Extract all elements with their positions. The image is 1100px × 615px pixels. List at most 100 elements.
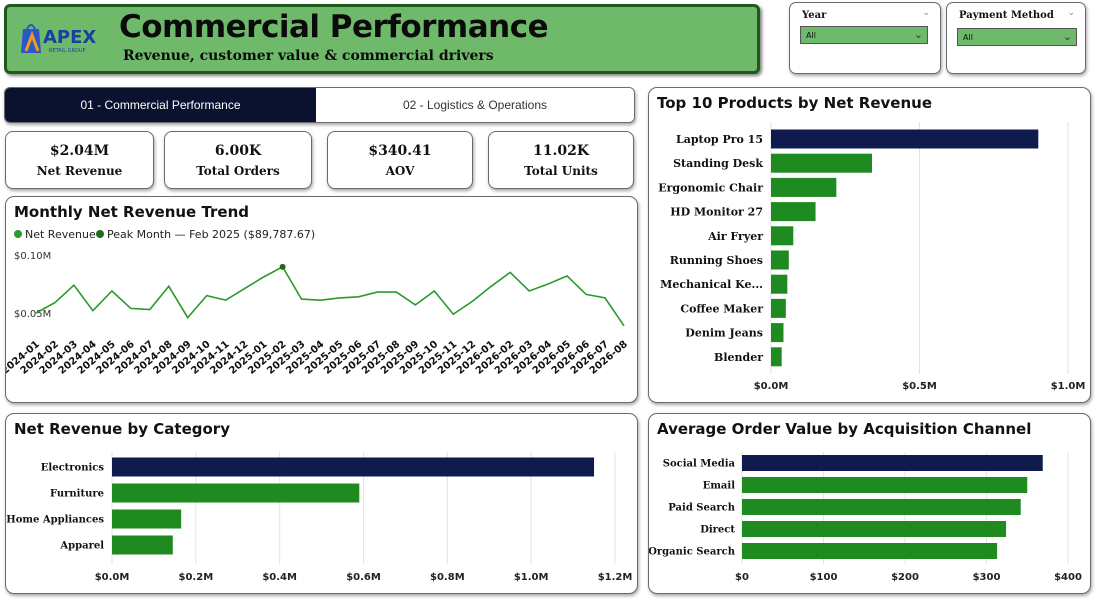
x-tick-label: $200	[891, 572, 919, 583]
bar	[112, 457, 595, 477]
bar	[771, 274, 788, 294]
category-label: Denim Jeans	[685, 327, 763, 340]
category-label: Mechanical Ke...	[660, 278, 763, 291]
kpi-net-revenue: $2.04M Net Revenue	[5, 131, 154, 189]
kpi-aov: $340.41 AOV	[327, 131, 473, 189]
x-tick-label: $100	[810, 572, 838, 583]
kpi-total-orders: 6.00K Total Orders	[164, 131, 312, 189]
bar	[771, 226, 794, 246]
apex-logo: APEX RETAIL GROUP	[21, 24, 96, 54]
year-dropdown-value: All	[806, 31, 816, 40]
bar	[771, 323, 784, 343]
logo-text: APEX	[43, 27, 96, 48]
legend-dot-peak-month	[96, 230, 104, 238]
chart-title: Top 10 Products by Net Revenue	[657, 94, 932, 112]
page-title: Commercial Performance	[119, 9, 549, 45]
x-tick-label: $0	[735, 572, 749, 583]
x-tick-label: $300	[973, 572, 1001, 583]
title-banner: APEX RETAIL GROUP Commercial Performance…	[4, 4, 760, 74]
x-tick-label: $0.4M	[262, 572, 297, 583]
payment-method-dropdown[interactable]: All ⌄	[957, 28, 1077, 46]
year-slicer-label: Year	[802, 10, 827, 21]
kpi-label: Total Units	[524, 164, 598, 178]
chevron-down-icon[interactable]: ⌄	[1067, 8, 1075, 18]
y-tick-label: $0.10M	[14, 251, 51, 262]
year-slicer: Year ⌄ All ⌄	[789, 2, 941, 74]
kpi-label: Total Orders	[196, 164, 280, 178]
channel-bar-chart[interactable]: $0 $100 $200 $300 $400 Social Media Email Paid …	[649, 438, 1090, 593]
tab-logistics-operations[interactable]: 02 - Logistics & Operations	[316, 88, 634, 122]
x-tick-label: $1.0M	[514, 572, 549, 583]
bar	[742, 543, 998, 559]
legend-dot-net-revenue	[14, 230, 22, 238]
monthly-revenue-trend-card: Monthly Net Revenue Trend Net Revenue Pea…	[5, 196, 638, 403]
category-label: Air Fryer	[707, 230, 763, 243]
chevron-down-icon: ⌄	[1062, 30, 1072, 43]
category-label: Furniture	[50, 489, 104, 500]
bar	[771, 153, 872, 173]
legend-label: Net Revenue	[25, 228, 96, 241]
x-tick-label: $0.8M	[430, 572, 465, 583]
page-subtitle: Revenue, customer value & commercial dri…	[123, 48, 494, 64]
kpi-value: 6.00K	[214, 143, 262, 159]
category-label: Blender	[714, 351, 763, 364]
chevron-down-icon: ⌄	[913, 28, 923, 41]
net-revenue-line	[35, 265, 625, 327]
category-label: Apparel	[59, 541, 104, 552]
category-label: Paid Search	[668, 503, 735, 514]
payment-method-slicer-label: Payment Method	[959, 10, 1054, 21]
chart-title: Net Revenue by Category	[14, 420, 230, 438]
category-label: HD Monitor 27	[670, 206, 763, 219]
category-label: Laptop Pro 15	[676, 133, 763, 146]
x-tick-label: $400	[1054, 572, 1082, 583]
chart-title: Monthly Net Revenue Trend	[14, 203, 250, 221]
category-label: Running Shoes	[670, 254, 763, 267]
bar	[771, 298, 786, 318]
bar	[112, 509, 182, 529]
bar	[771, 347, 782, 367]
category-label: Email	[703, 481, 735, 492]
bar	[112, 535, 173, 555]
bar	[771, 129, 1039, 149]
category-label: Home Appliances	[6, 515, 104, 526]
x-tick-label: $0.5M	[902, 381, 937, 392]
category-label: Electronics	[41, 463, 105, 474]
payment-method-dropdown-value: All	[963, 33, 973, 42]
category-label: Ergonomic Chair	[658, 181, 763, 194]
kpi-value: $340.41	[368, 143, 432, 159]
y-tick-label: $0.05M	[14, 309, 51, 320]
bar	[742, 455, 1043, 471]
chevron-down-icon[interactable]: ⌄	[922, 8, 930, 18]
category-label: Coffee Maker	[680, 302, 763, 315]
kpi-value: 11.02K	[532, 143, 589, 159]
bar	[742, 521, 1007, 537]
top-products-card: Top 10 Products by Net Revenue $0.0M $0.5…	[648, 87, 1091, 403]
bar	[771, 177, 837, 197]
kpi-total-units: 11.02K Total Units	[488, 131, 634, 189]
year-dropdown[interactable]: All ⌄	[800, 26, 928, 44]
category-label: Organic Search	[649, 547, 736, 558]
page-tabs: 01 - Commercial Performance 02 - Logisti…	[4, 87, 635, 123]
x-tick-label: $1.2M	[598, 572, 633, 583]
x-tick-label: $0.0M	[95, 572, 130, 583]
category-bar-chart[interactable]: $0.0M $0.2M $0.4M $0.6M $0.8M $1.0M $1.2M Elect…	[6, 438, 637, 593]
peak-month-marker	[279, 263, 286, 270]
category-label: Direct	[700, 525, 735, 536]
bar	[771, 202, 816, 222]
chart-title: Average Order Value by Acquisition Chann…	[657, 420, 1032, 438]
revenue-by-category-card: Net Revenue by Category $0.0M $0.2M $0.4M $…	[5, 413, 638, 594]
line-chart[interactable]: Net Revenue Peak Month — Feb 2025 ($89,78…	[6, 221, 637, 401]
x-tick-label: $0.0M	[754, 381, 789, 392]
logo-subtext: RETAIL GROUP	[49, 48, 86, 54]
bar	[771, 250, 789, 270]
products-bar-chart[interactable]: $0.0M $0.5M $1.0M Laptop Pro 15 Standing Des…	[649, 112, 1090, 402]
bar	[742, 477, 1028, 493]
x-tick-label: $0.6M	[346, 572, 381, 583]
tab-commercial-performance[interactable]: 01 - Commercial Performance	[5, 88, 316, 122]
kpi-value: $2.04M	[49, 143, 110, 159]
aov-by-channel-card: Average Order Value by Acquisition Chann…	[648, 413, 1091, 594]
x-tick-label: $0.2M	[179, 572, 214, 583]
category-label: Standing Desk	[673, 157, 763, 170]
kpi-label: AOV	[385, 164, 415, 178]
bar	[112, 483, 360, 503]
